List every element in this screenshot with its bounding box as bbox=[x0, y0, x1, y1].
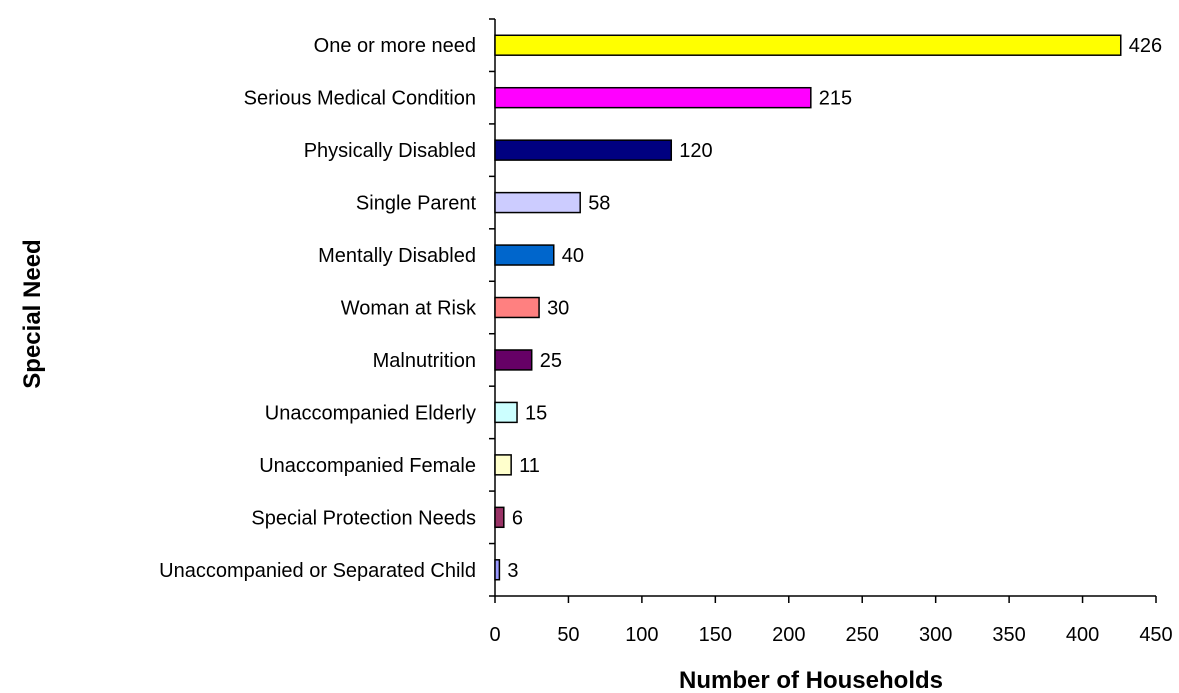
data-label: 120 bbox=[679, 140, 712, 162]
bar bbox=[494, 296, 540, 319]
bar bbox=[494, 244, 555, 266]
data-label: 6 bbox=[512, 507, 523, 529]
x-tick-label: 100 bbox=[625, 624, 658, 646]
x-tick-label: 150 bbox=[699, 624, 732, 646]
x-tick-label: 450 bbox=[1139, 624, 1172, 646]
bar bbox=[494, 559, 501, 581]
category-label: One or more need bbox=[314, 35, 476, 57]
category-label: Woman at Risk bbox=[341, 298, 477, 320]
data-label: 40 bbox=[562, 245, 584, 267]
category-label: Mentally Disabled bbox=[318, 245, 476, 267]
category-label: Serious Medical Condition bbox=[244, 88, 476, 110]
bar bbox=[494, 454, 512, 476]
bar bbox=[494, 34, 1122, 56]
data-label: 15 bbox=[525, 402, 547, 424]
bar bbox=[494, 191, 581, 214]
category-label: Unaccompanied Elderly bbox=[265, 402, 476, 424]
data-label: 25 bbox=[540, 350, 562, 372]
bar bbox=[494, 139, 673, 161]
bar bbox=[494, 506, 505, 529]
y-axis-title: Special Need bbox=[19, 239, 46, 388]
x-tick-label: 300 bbox=[919, 624, 952, 646]
plot-area: 0 50 100 150 200 250 300 350 400 450 One or more n… bbox=[159, 18, 1173, 646]
bar bbox=[494, 349, 533, 371]
x-tick-label: 400 bbox=[1066, 624, 1099, 646]
data-label: 426 bbox=[1129, 35, 1162, 57]
category-label: Special Protection Needs bbox=[251, 507, 476, 529]
data-label: 215 bbox=[819, 88, 852, 110]
data-label: 3 bbox=[507, 560, 518, 582]
category-label: Physically Disabled bbox=[304, 140, 476, 162]
x-tick-label: 250 bbox=[846, 624, 879, 646]
category-label: Single Parent bbox=[356, 193, 477, 215]
data-label: 30 bbox=[547, 298, 569, 320]
category-label: Unaccompanied or Separated Child bbox=[159, 560, 476, 582]
data-label: 11 bbox=[519, 455, 540, 477]
category-label: Unaccompanied Female bbox=[259, 455, 476, 477]
x-tick-label: 200 bbox=[772, 624, 805, 646]
data-label: 58 bbox=[588, 193, 610, 215]
x-axis-title: Number of Households bbox=[679, 667, 943, 693]
bar bbox=[494, 86, 812, 109]
x-tick-label: 350 bbox=[992, 624, 1025, 646]
x-tick-label: 0 bbox=[489, 624, 500, 646]
category-label: Malnutrition bbox=[373, 350, 476, 372]
bar bbox=[494, 401, 518, 424]
x-tick-label: 50 bbox=[557, 624, 579, 646]
